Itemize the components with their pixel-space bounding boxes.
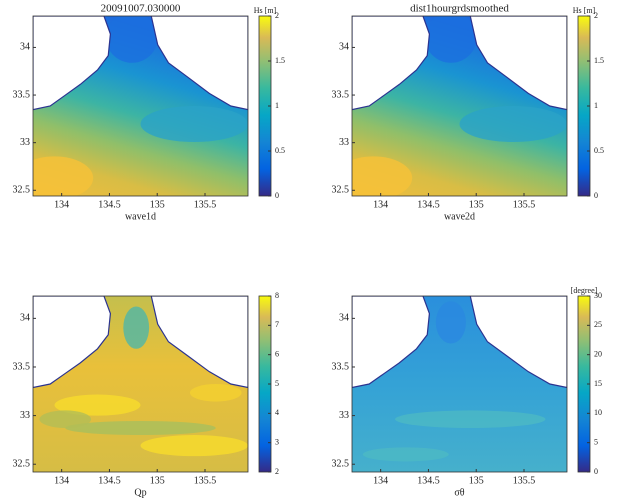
- x-tick-label: 134.5: [98, 475, 121, 486]
- y-tick-label: 33.5: [13, 89, 31, 100]
- y-tick-label: 32.5: [332, 185, 350, 196]
- colorbar-tick-label: 0.5: [275, 146, 285, 155]
- colorbar-tick-label: 20: [594, 349, 602, 358]
- y-tick-label: 33.5: [13, 361, 31, 372]
- colorbar-tick-label: 10: [594, 408, 602, 417]
- colorbar-tick-label: 8: [275, 291, 279, 300]
- field-feature: [189, 384, 242, 402]
- colorbar-tick-label: 1: [594, 101, 598, 110]
- field-feature: [106, 16, 158, 63]
- colorbar-tick-label: 3: [275, 437, 279, 446]
- land: [352, 16, 431, 111]
- y-tick-label: 33: [20, 410, 30, 421]
- panel-title: 20091007.030000: [101, 3, 181, 15]
- colorbar-tick-label: 0: [594, 191, 598, 200]
- colorbar-tick-label: 1: [275, 101, 279, 110]
- y-tick-label: 34: [20, 313, 30, 324]
- field-feature: [39, 410, 92, 429]
- colorbar-tick-label: 25: [594, 320, 602, 329]
- x-tick-label: 135.5: [513, 475, 536, 486]
- y-tick-label: 33: [20, 137, 30, 148]
- x-tick-label: 134.5: [98, 199, 121, 210]
- x-tick-label: 135.5: [194, 199, 217, 210]
- colorbar-tick-label: 4: [275, 408, 279, 417]
- colorbar-tick-label: 7: [275, 320, 279, 329]
- field-feature: [459, 106, 567, 142]
- colorbar-tick-label: 6: [275, 349, 279, 358]
- axes-frame: [32, 295, 249, 473]
- land: [150, 296, 248, 389]
- colorbar-tick-label: 15: [594, 379, 602, 388]
- land: [469, 296, 567, 389]
- y-tick-label: 32.5: [13, 459, 31, 470]
- colorbar-tick-label: 2: [275, 467, 279, 476]
- x-tick-label: 135: [150, 475, 165, 486]
- colorbar-tick-label: 30: [594, 291, 602, 300]
- field-feature: [425, 16, 477, 63]
- colorbar-tick-label: 0: [594, 467, 598, 476]
- x-tick-label: 135.5: [513, 199, 536, 210]
- y-tick-label: 33: [339, 410, 349, 421]
- colorbar-label: Hs [m]: [254, 6, 277, 15]
- land: [469, 16, 567, 111]
- field-feature: [435, 301, 466, 344]
- x-axis-label: σθ: [454, 487, 464, 498]
- colorbar-tick-label: 5: [275, 379, 279, 388]
- field: [352, 16, 567, 196]
- colorbar-label: [degree]: [571, 286, 598, 295]
- field-feature: [123, 306, 150, 349]
- field: [352, 296, 567, 472]
- y-tick-label: 32.5: [332, 459, 350, 470]
- y-tick-label: 33.5: [332, 361, 350, 372]
- x-tick-label: 134: [54, 475, 69, 486]
- colorbar-tick-label: 0: [275, 191, 279, 200]
- land: [150, 16, 248, 111]
- x-axis-label: wave1d: [125, 211, 156, 222]
- colorbar-label: Hs [m]: [573, 6, 596, 15]
- axes-frame: [32, 15, 249, 197]
- y-tick-label: 34: [20, 42, 30, 53]
- land: [33, 296, 112, 389]
- land: [33, 16, 112, 111]
- x-tick-label: 135: [469, 475, 484, 486]
- field: [33, 16, 248, 196]
- x-tick-label: 134: [373, 199, 388, 210]
- x-tick-label: 134.5: [417, 475, 440, 486]
- x-tick-label: 135.5: [194, 475, 217, 486]
- colorbar-tick-label: 2: [275, 11, 279, 20]
- y-tick-label: 34: [339, 42, 349, 53]
- field-feature: [352, 156, 413, 196]
- x-tick-label: 134: [373, 475, 388, 486]
- x-tick-label: 135: [150, 199, 165, 210]
- y-tick-label: 33: [339, 137, 349, 148]
- field-feature: [65, 420, 216, 436]
- y-tick-label: 33.5: [332, 89, 350, 100]
- colorbar-tick-label: 5: [594, 437, 598, 446]
- axes-frame: [351, 295, 568, 473]
- panel-title: dist1hourgrdsmoothed: [410, 3, 509, 15]
- field: [33, 296, 248, 472]
- field-feature: [395, 410, 546, 429]
- field-feature: [54, 394, 141, 416]
- x-axis-label: wave2d: [444, 211, 475, 222]
- y-tick-label: 34: [339, 313, 349, 324]
- field-feature: [33, 156, 94, 196]
- x-tick-label: 134: [54, 199, 69, 210]
- colorbar-tick-label: 1.5: [594, 56, 604, 65]
- x-tick-label: 134.5: [417, 199, 440, 210]
- colorbar-tick-label: 2: [594, 11, 598, 20]
- axes-frame: [351, 15, 568, 197]
- field-feature: [140, 106, 248, 142]
- x-axis-label: Qp: [134, 487, 146, 498]
- colorbar-tick-label: 1.5: [275, 56, 285, 65]
- y-tick-label: 32.5: [13, 185, 31, 196]
- field-feature: [362, 447, 449, 462]
- x-tick-label: 135: [469, 199, 484, 210]
- field-feature: [140, 435, 248, 457]
- land: [352, 296, 431, 389]
- colorbar-tick-label: 0.5: [594, 146, 604, 155]
